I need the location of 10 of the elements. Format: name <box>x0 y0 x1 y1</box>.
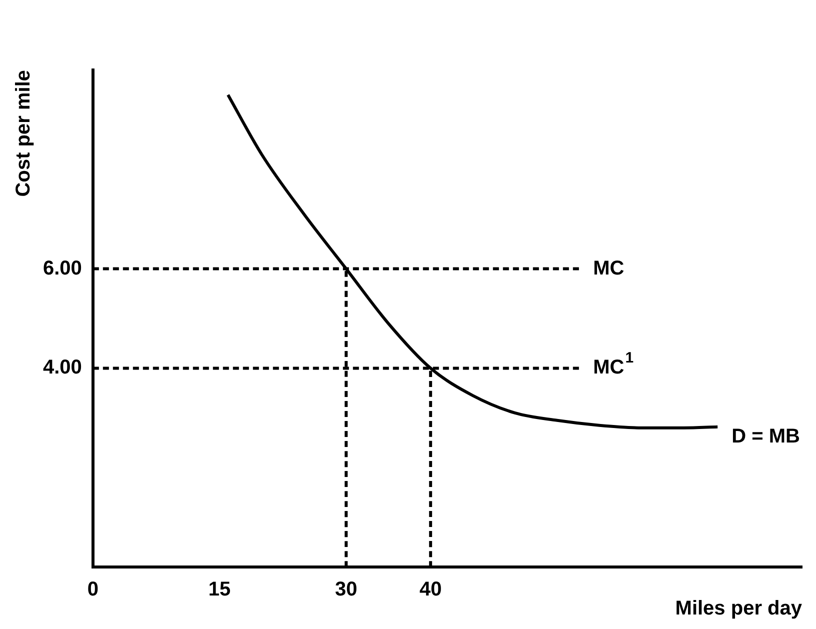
x-tick-label: 30 <box>335 578 358 601</box>
series-label: MC <box>593 257 624 280</box>
x-tick-label: 0 <box>87 578 98 601</box>
y-tick-label: 4.00 <box>42 356 82 379</box>
x-axis-title: Miles per day <box>675 598 803 620</box>
x-tick-label: 15 <box>208 578 231 601</box>
y-axis-title: Cost per mile <box>12 70 35 197</box>
x-tick-label: 40 <box>419 578 442 601</box>
series-label: D = MB <box>732 425 800 448</box>
y-tick-label: 6.00 <box>42 257 82 280</box>
